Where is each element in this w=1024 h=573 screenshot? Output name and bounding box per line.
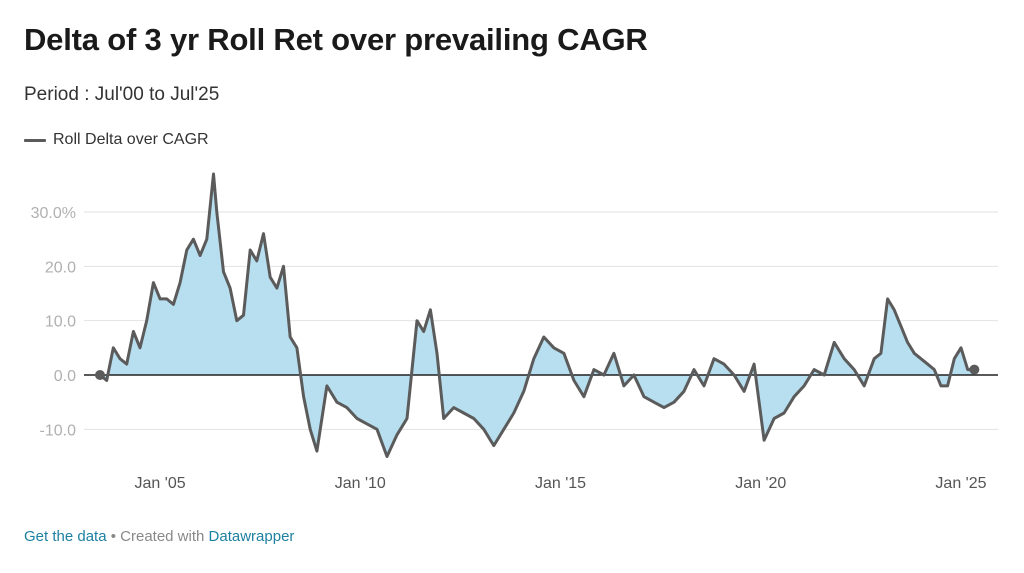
y-tick-label: 20.0 xyxy=(45,259,76,276)
series-start-marker xyxy=(95,370,105,380)
series-area-fill xyxy=(100,174,975,457)
chart-title: Delta of 3 yr Roll Ret over prevailing C… xyxy=(24,22,648,57)
legend: Roll Delta over CAGR xyxy=(24,131,209,149)
y-tick-label: -10.0 xyxy=(40,422,77,439)
y-tick-label: 10.0 xyxy=(45,314,76,331)
footer-separator: • Created with xyxy=(106,528,209,545)
x-tick-label: Jan '15 xyxy=(535,475,586,492)
y-tick-label: 30.0% xyxy=(31,205,76,222)
y-tick-label: 0.0 xyxy=(54,368,76,385)
get-data-link[interactable]: Get the data xyxy=(24,528,107,545)
footer: Get the data • Created with Datawrapper xyxy=(24,528,294,545)
chart-subtitle: Period : Jul'00 to Jul'25 xyxy=(24,84,220,105)
datawrapper-link[interactable]: Datawrapper xyxy=(208,528,295,545)
legend-label: Roll Delta over CAGR xyxy=(53,131,209,148)
series-end-marker xyxy=(969,364,980,375)
x-tick-label: Jan '25 xyxy=(935,475,986,492)
x-tick-label: Jan '05 xyxy=(135,475,186,492)
x-tick-label: Jan '10 xyxy=(335,475,386,492)
series-line xyxy=(98,172,976,458)
x-tick-label: Jan '20 xyxy=(735,475,786,492)
legend-swatch xyxy=(24,138,46,142)
